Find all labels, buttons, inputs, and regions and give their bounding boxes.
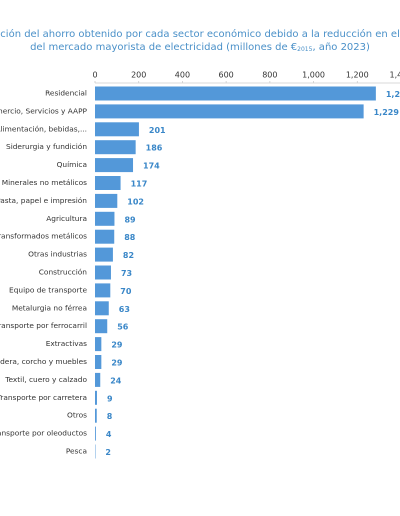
x-tick-label: 1,200	[346, 71, 369, 80]
data-label: 70	[120, 287, 132, 296]
data-label: 1,285	[386, 90, 400, 99]
y-tick-label: Agricultura	[46, 214, 87, 223]
data-label: 186	[146, 144, 163, 153]
y-tick-label: Construcción	[39, 268, 88, 277]
data-label: 9	[107, 394, 113, 403]
data-label: 89	[124, 215, 136, 224]
bar	[95, 355, 102, 369]
y-tick-label: Transformados metálicos	[0, 232, 87, 241]
y-tick-label: Minerales no metálicos	[2, 178, 87, 187]
x-tick-label: 600	[219, 71, 234, 80]
y-tick-label: Química	[57, 160, 87, 169]
bar	[95, 176, 121, 190]
y-tick-label: Alimentación, bebidas,...	[0, 124, 87, 133]
x-tick-label: 1,400	[390, 71, 400, 80]
bar	[95, 86, 376, 101]
bar	[95, 229, 115, 244]
y-tick-label: Siderurgia y fundición	[6, 142, 87, 151]
x-tick-label: 200	[131, 71, 146, 80]
y-tick-label: Otras industrias	[28, 250, 87, 259]
data-label: 2	[105, 448, 111, 457]
title-part: , año 2023)	[312, 42, 370, 53]
data-label: 29	[111, 341, 123, 350]
bar	[95, 211, 115, 226]
bar	[95, 193, 118, 208]
bar	[95, 390, 97, 405]
data-label: 102	[127, 197, 144, 206]
y-tick-label: Transporte por ferrocarril	[0, 321, 87, 330]
y-tick-label: Pasta, papel e impresión	[0, 196, 87, 205]
bar	[95, 426, 96, 441]
y-tick-label: Extractivas	[46, 339, 87, 348]
bar	[95, 104, 364, 119]
data-label: 56	[117, 323, 129, 332]
title-part: del mercado mayorista de electricidad (m…	[30, 42, 297, 53]
bar	[95, 319, 108, 334]
data-label: 174	[143, 162, 160, 171]
x-tick-label: 0	[92, 71, 97, 80]
y-tick-label: Madera, corcho y muebles	[0, 357, 87, 366]
y-tick-label: Equipo de transporte	[9, 285, 87, 294]
data-label: 63	[119, 305, 130, 314]
bar	[95, 140, 136, 155]
y-tick-label: Metalurgia no férrea	[12, 303, 87, 312]
y-tick-label: Otros	[67, 411, 87, 420]
bar	[95, 283, 111, 298]
x-tick-label: 400	[175, 71, 190, 80]
bar	[95, 337, 102, 352]
y-tick-label: Textil, cuero y calzado	[4, 375, 87, 384]
data-label: 82	[123, 251, 134, 260]
bar	[95, 122, 139, 137]
data-label: 88	[124, 233, 136, 242]
y-tick-label: Pesca	[66, 447, 87, 456]
bar	[95, 247, 113, 262]
bar	[95, 158, 134, 173]
data-label: 24	[110, 376, 122, 385]
data-label: 117	[131, 180, 148, 189]
data-label: 4	[106, 430, 112, 439]
data-label: 73	[121, 269, 132, 278]
bar	[95, 372, 101, 387]
data-label: 1,229	[374, 108, 400, 117]
bar	[95, 408, 97, 423]
chart-title: Estimación del ahorro obtenido por cada …	[0, 28, 400, 40]
chart-title: del mercado mayorista de electricidad (m…	[30, 42, 370, 53]
bar	[95, 265, 111, 280]
data-label: 29	[111, 359, 123, 368]
x-tick-label: 800	[262, 71, 277, 80]
x-tick-label: 1,000	[302, 71, 325, 80]
y-tick-label: Transporte por oleoductos	[0, 429, 87, 438]
y-tick-label: Transporte por carretera	[0, 393, 87, 402]
y-tick-label: Comercio, Servicios y AAPP	[0, 106, 88, 115]
y-tick-label: Residencial	[45, 89, 87, 98]
data-label: 201	[149, 126, 166, 135]
data-label: 8	[107, 412, 113, 421]
title-subscript: 2015	[297, 46, 312, 53]
bar	[95, 301, 109, 316]
